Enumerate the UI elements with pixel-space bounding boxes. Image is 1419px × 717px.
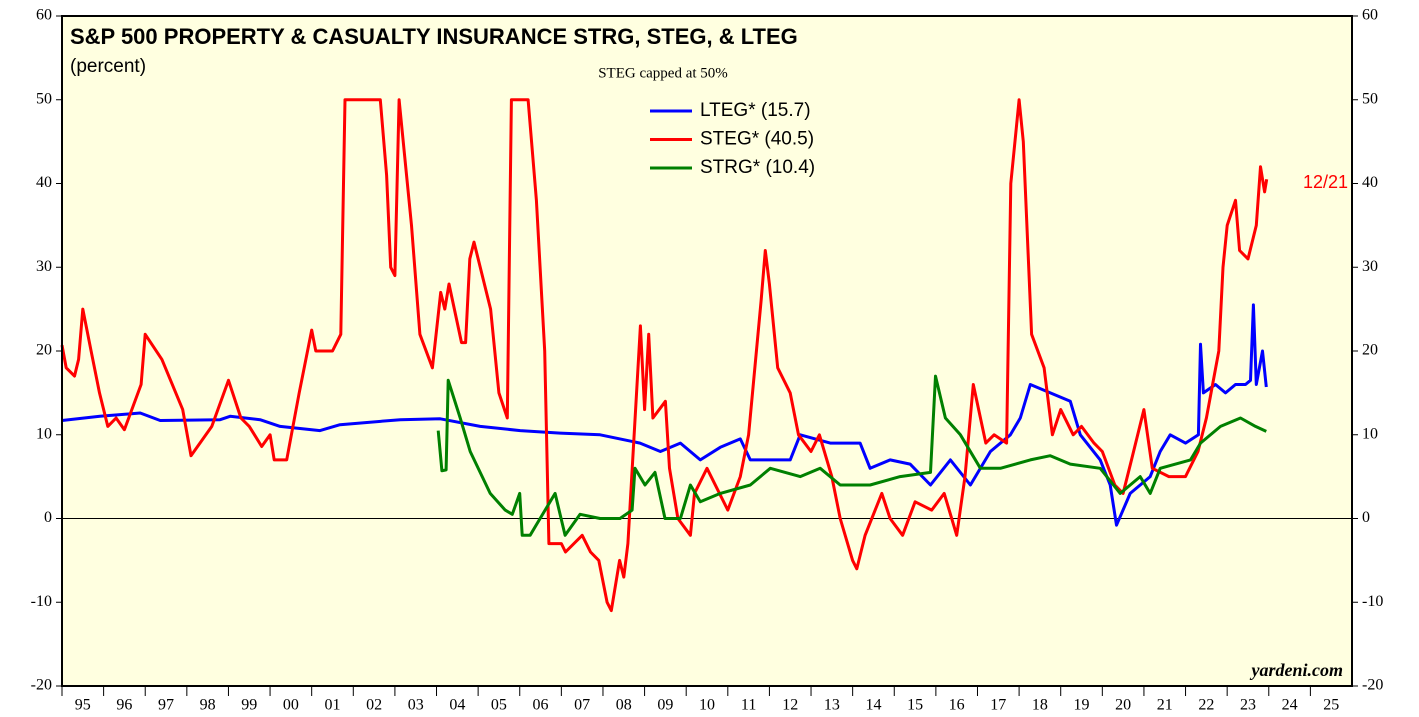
y-tick-label: 10 <box>36 425 52 442</box>
x-tick-label: 21 <box>1157 697 1173 714</box>
x-tick-label: 16 <box>949 697 965 714</box>
y-tick-label: 60 <box>36 7 52 24</box>
x-tick-label: 13 <box>824 697 840 714</box>
x-tick-label: 98 <box>200 697 216 714</box>
x-tick-label: 95 <box>75 697 91 714</box>
y2-tick-label: 30 <box>1362 258 1378 275</box>
x-tick-label: 97 <box>158 697 174 714</box>
y2-tick-label: 50 <box>1362 90 1378 107</box>
y2-tick-label: 20 <box>1362 342 1378 359</box>
x-tick-label: 15 <box>907 697 923 714</box>
y2-tick-label: 60 <box>1362 7 1378 24</box>
x-tick-label: 17 <box>990 697 1006 714</box>
plot-border <box>61 15 1353 687</box>
x-tick-label: 10 <box>699 697 715 714</box>
chart-title: S&P 500 PROPERTY & CASUALTY INSURANCE ST… <box>70 24 798 49</box>
annotation: 12/21 <box>1303 172 1348 192</box>
chart-subtitle: (percent) <box>70 56 146 77</box>
x-tick-label: 01 <box>324 697 340 714</box>
x-tick-label: 02 <box>366 697 382 714</box>
y-tick-label: 40 <box>36 174 52 191</box>
series-line <box>60 98 1269 613</box>
legend-label: LTEG* (15.7) <box>700 100 811 121</box>
y-tick-label: 50 <box>36 90 52 107</box>
x-tick-label: 08 <box>616 697 632 714</box>
y2-tick-label: -20 <box>1362 677 1383 694</box>
y2-tick-label: -10 <box>1362 593 1383 610</box>
x-tick-label: 20 <box>1115 697 1131 714</box>
legend-label: STEG* (40.5) <box>700 129 814 150</box>
y-tick-label: 0 <box>44 509 52 526</box>
x-tick-label: 12 <box>782 697 798 714</box>
x-tick-label: 99 <box>241 697 257 714</box>
x-tick-label: 05 <box>491 697 507 714</box>
x-tick-label: 11 <box>741 697 756 714</box>
annotation: yardeni.com <box>1250 660 1344 680</box>
x-tick-label: 03 <box>408 697 424 714</box>
y-tick-label: -10 <box>31 593 52 610</box>
x-tick-label: 09 <box>657 697 673 714</box>
x-tick-label: 19 <box>1074 697 1090 714</box>
series-line <box>436 374 1267 537</box>
y-tick-label: 30 <box>36 258 52 275</box>
x-tick-label: 22 <box>1198 697 1214 714</box>
x-tick-label: 23 <box>1240 697 1256 714</box>
x-tick-label: 96 <box>116 697 132 714</box>
x-tick-label: 06 <box>533 697 549 714</box>
legend-label: STRG* (10.4) <box>700 157 815 178</box>
x-tick-label: 24 <box>1282 697 1298 714</box>
x-tick-label: 07 <box>574 697 590 714</box>
y2-tick-label: 40 <box>1362 174 1378 191</box>
x-tick-label: 25 <box>1323 697 1339 714</box>
y-tick-label: -20 <box>31 677 52 694</box>
x-tick-label: 18 <box>1032 697 1048 714</box>
x-tick-label: 00 <box>283 697 299 714</box>
plot-area <box>62 16 1352 686</box>
y-tick-label: 20 <box>36 342 52 359</box>
y2-tick-label: 0 <box>1362 509 1370 526</box>
annotation: STEG capped at 50% <box>598 65 728 81</box>
x-tick-label: 14 <box>865 697 881 714</box>
y2-tick-label: 10 <box>1362 425 1378 442</box>
x-tick-label: 04 <box>449 697 465 714</box>
